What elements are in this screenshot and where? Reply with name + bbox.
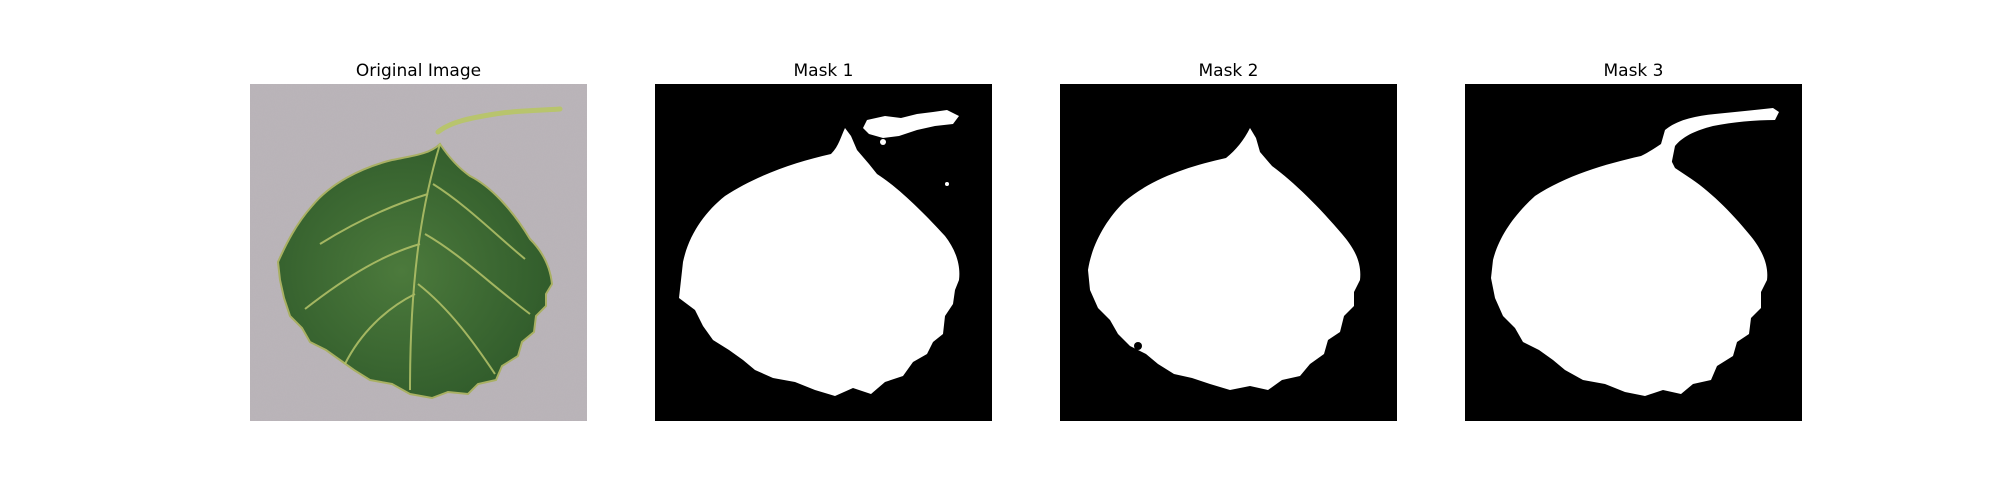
panel-mask-1: Mask 1: [655, 58, 992, 421]
mask-leaf-region: [1088, 128, 1361, 390]
mask-1-image: [655, 84, 992, 421]
mask-stem-fragment: [863, 110, 959, 138]
panel-mask-2: Mask 2: [1060, 58, 1397, 421]
panel-title: Original Image: [355, 61, 482, 81]
mask-hole: [1134, 342, 1142, 350]
panel-mask-3: Mask 3: [1465, 58, 1802, 421]
original-leaf-photo: [250, 84, 587, 421]
mask-stem-region: [1661, 108, 1779, 166]
mask-3-image: [1465, 84, 1802, 421]
mask-leaf-region: [679, 128, 960, 396]
mask-2-image: [1060, 84, 1397, 421]
leaf-veins: [304, 143, 531, 391]
mask-speck: [880, 139, 886, 145]
panel-title: Mask 1: [793, 61, 854, 81]
leaf-stem: [435, 106, 563, 135]
mask-leaf-region: [1491, 144, 1768, 396]
panel-title: Mask 2: [1198, 61, 1259, 81]
panel-title: Mask 3: [1603, 61, 1664, 81]
panel-original-image: Original Image: [250, 58, 587, 421]
mask-speck: [945, 182, 949, 186]
